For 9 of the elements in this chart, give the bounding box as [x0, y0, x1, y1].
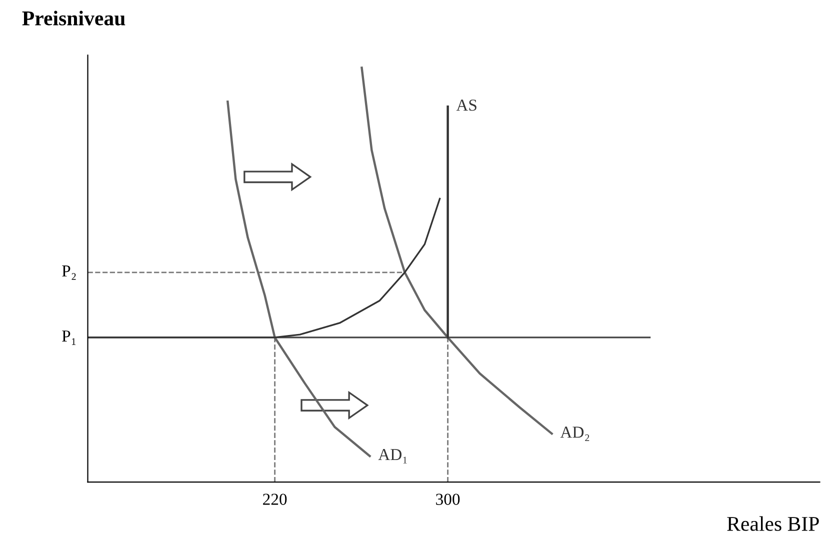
text: P₂	[62, 266, 76, 280]
x-tick-label: 300	[436, 494, 460, 505]
x-axis-title: Reales BIP	[727, 516, 819, 531]
series-label: AD₁	[378, 449, 407, 464]
x-tick-label: 220	[263, 494, 287, 505]
series-label: AS	[456, 100, 476, 111]
text: P₁	[62, 330, 76, 345]
series-label: AD₂	[560, 426, 590, 442]
y-axis-title: Preisniveau	[22, 10, 126, 26]
